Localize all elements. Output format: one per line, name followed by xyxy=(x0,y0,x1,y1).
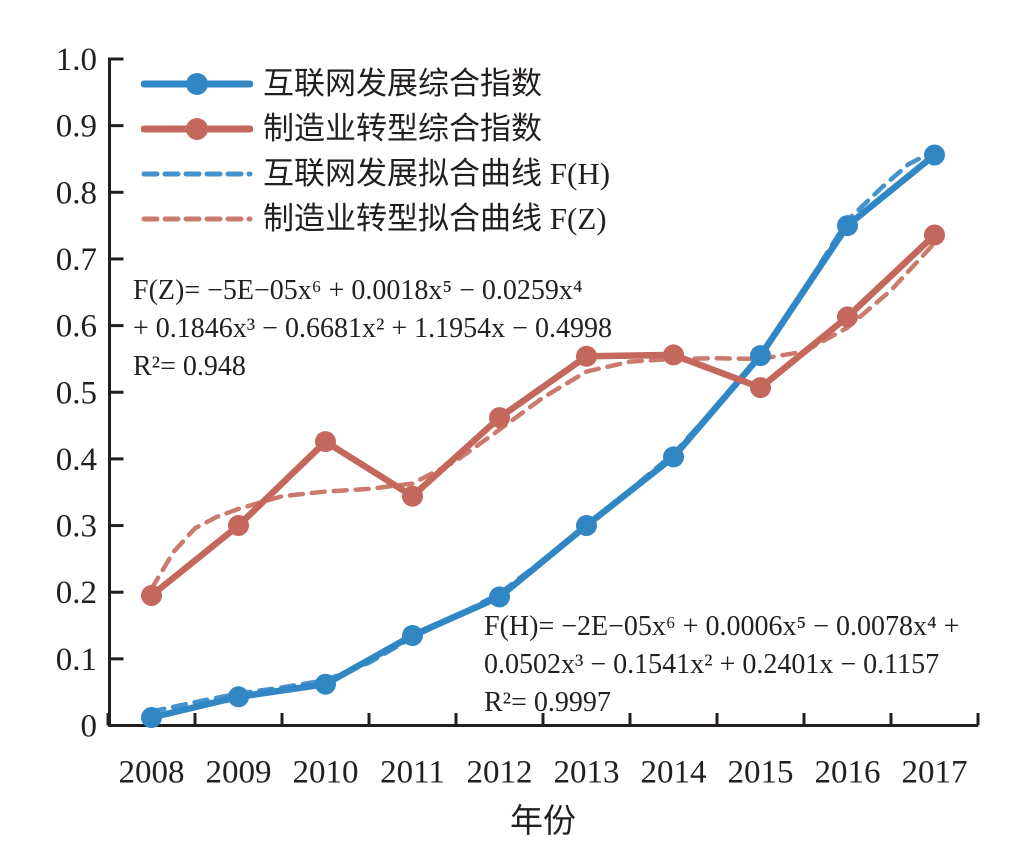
y-tick-label: 0.8 xyxy=(56,175,97,211)
series-markers-manufacturing-index xyxy=(141,224,945,606)
data-point-marker xyxy=(315,431,336,453)
legend-marker xyxy=(186,117,208,140)
data-point-marker xyxy=(489,586,510,608)
y-tick-label: 0.6 xyxy=(56,309,97,345)
y-tick-label: 0 xyxy=(81,709,98,745)
data-point-marker xyxy=(924,224,945,246)
y-tick-label: 0.4 xyxy=(56,442,97,478)
data-point-marker xyxy=(663,344,684,366)
legend-marker xyxy=(186,72,208,95)
data-point-marker xyxy=(663,446,684,468)
x-tick-label: 2015 xyxy=(728,755,794,791)
x-tick-label: 2012 xyxy=(467,755,533,791)
x-tick-label: 2009 xyxy=(206,755,272,791)
y-tick-label: 0.1 xyxy=(56,642,97,678)
chart-legend: 互联网发展综合指数 制造业转型综合指数互联网发展拟合曲线 F(H) 制造业转型拟合曲… xyxy=(141,61,610,241)
legend-label-manufacturing-fit: 制造业转型拟合曲线 F(Z) xyxy=(263,201,607,236)
tick-labels: 0 0.1 0.2 0.3 0.4 0.5 0.6 0.7 0.8 0.9 1.0 2008 2009 2… xyxy=(56,42,968,791)
legend-label-manufacturing-index: 制造业转型综合指数 xyxy=(263,111,542,146)
x-tick-label: 2011 xyxy=(380,755,445,791)
y-tick-label: 0.9 xyxy=(56,109,97,145)
annotation-fz-equation: F(Z)= −5E−05x⁶ + 0.0018x⁵ − 0.0259x⁴ + 0… xyxy=(133,272,612,386)
axes xyxy=(106,57,980,727)
legend-swatch-internet-fit xyxy=(141,171,253,176)
legend-swatch-manufacturing-fit xyxy=(141,216,253,221)
data-point-marker xyxy=(402,485,423,507)
legend-item-manufacturing-index: 制造业转型综合指数 xyxy=(141,106,610,151)
x-tick-label: 2008 xyxy=(119,755,185,791)
y-tick-label: 1.0 xyxy=(56,42,97,78)
fh-equation-r-squared: R²= 0.9997 xyxy=(484,687,611,718)
data-point-marker xyxy=(228,686,249,708)
data-point-marker xyxy=(576,345,597,367)
legend-label-internet-fit: 互联网发展拟合曲线 F(H) xyxy=(263,156,611,191)
data-point-marker xyxy=(489,407,510,429)
y-tick-label: 0.2 xyxy=(56,575,97,611)
legend-swatch-manufacturing-index xyxy=(141,117,253,140)
x-tick-label: 2010 xyxy=(293,755,359,791)
x-tick-label: 2013 xyxy=(554,755,620,791)
data-point-marker xyxy=(837,306,858,328)
fz-equation-line-2: + 0.1846x³ − 0.6681x² + 1.1954x − 0.4998 xyxy=(133,313,612,344)
data-point-marker xyxy=(402,625,423,646)
data-point-marker xyxy=(228,515,249,536)
data-point-marker xyxy=(141,707,162,728)
y-tick-label: 0.7 xyxy=(56,242,97,278)
series-line-manufacturing-index xyxy=(148,231,938,599)
data-point-marker xyxy=(315,673,336,695)
fh-equation-line-1: F(H)= −2E−05x⁶ + 0.0006x⁵ − 0.0078x⁴ + xyxy=(484,611,960,642)
x-tick-label: 2016 xyxy=(815,755,881,791)
data-point-marker xyxy=(576,515,597,536)
y-tick-label: 0.3 xyxy=(56,509,97,545)
data-point-marker xyxy=(837,215,858,237)
x-tick-label: 2014 xyxy=(641,755,707,791)
x-tick-label: 2017 xyxy=(902,755,968,791)
fit-curve-manufacturing-fit xyxy=(149,240,937,592)
fz-equation-line-1: F(Z)= −5E−05x⁶ + 0.0018x⁵ − 0.0259x⁴ xyxy=(133,275,583,306)
data-point-marker xyxy=(750,377,771,399)
legend-item-internet-index: 互联网发展综合指数 xyxy=(141,61,610,106)
annotation-fh-equation: F(H)= −2E−05x⁶ + 0.0006x⁵ − 0.0078x⁴ + 0… xyxy=(484,608,960,722)
series-line-internet-index xyxy=(148,151,938,721)
legend-label-internet-index: 互联网发展综合指数 xyxy=(263,66,542,101)
y-tick-label: 0.5 xyxy=(56,375,97,411)
x-axis-title: 年份 xyxy=(510,804,576,840)
data-point-marker xyxy=(924,144,945,166)
data-point-marker xyxy=(750,345,771,367)
legend-swatch-internet-index xyxy=(141,72,253,95)
legend-item-internet-fit: 互联网发展拟合曲线 F(H) xyxy=(141,151,610,196)
legend-item-manufacturing-fit: 制造业转型拟合曲线 F(Z) xyxy=(141,196,610,241)
fz-equation-r-squared: R²= 0.948 xyxy=(133,351,246,382)
series-markers-internet-index xyxy=(141,144,945,728)
fh-equation-line-2: 0.0502x³ − 0.1541x² + 0.2401x − 0.1157 xyxy=(484,649,940,680)
data-point-marker xyxy=(141,585,162,606)
